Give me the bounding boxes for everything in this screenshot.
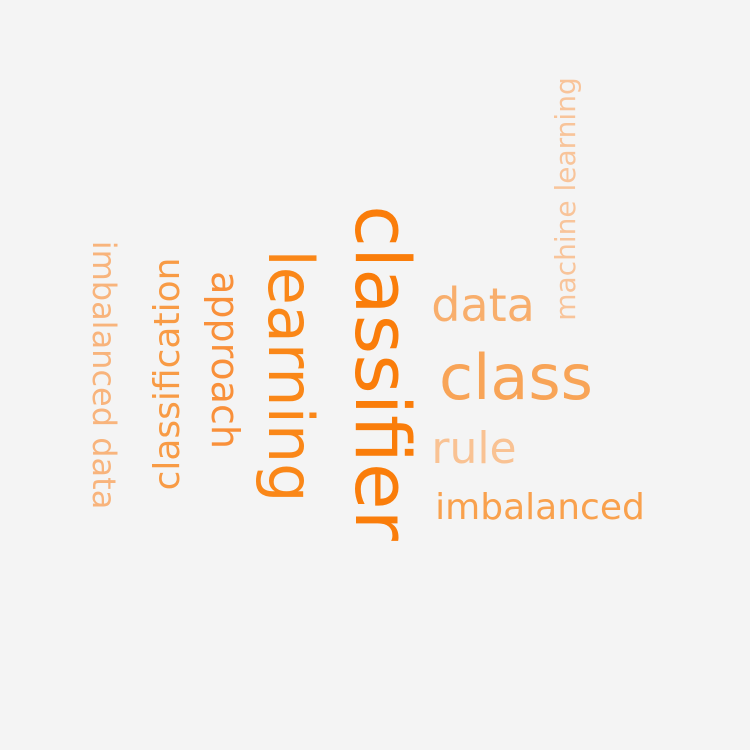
word-machine-learning: machine learning (549, 77, 582, 321)
word-imbalanced: imbalanced (435, 487, 645, 528)
word-imbalanced-data: imbalanced data (85, 240, 123, 510)
word-classification: classification (147, 257, 188, 491)
word-approach: approach (203, 271, 247, 449)
word-class: class (439, 341, 593, 414)
word-data: data (431, 278, 535, 332)
word-learning: learning (254, 249, 327, 503)
word-classifier: classifier (338, 205, 427, 541)
word-rule: rule (431, 423, 517, 474)
